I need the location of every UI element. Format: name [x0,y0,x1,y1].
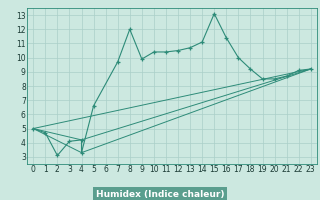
Text: Humidex (Indice chaleur): Humidex (Indice chaleur) [96,190,224,199]
